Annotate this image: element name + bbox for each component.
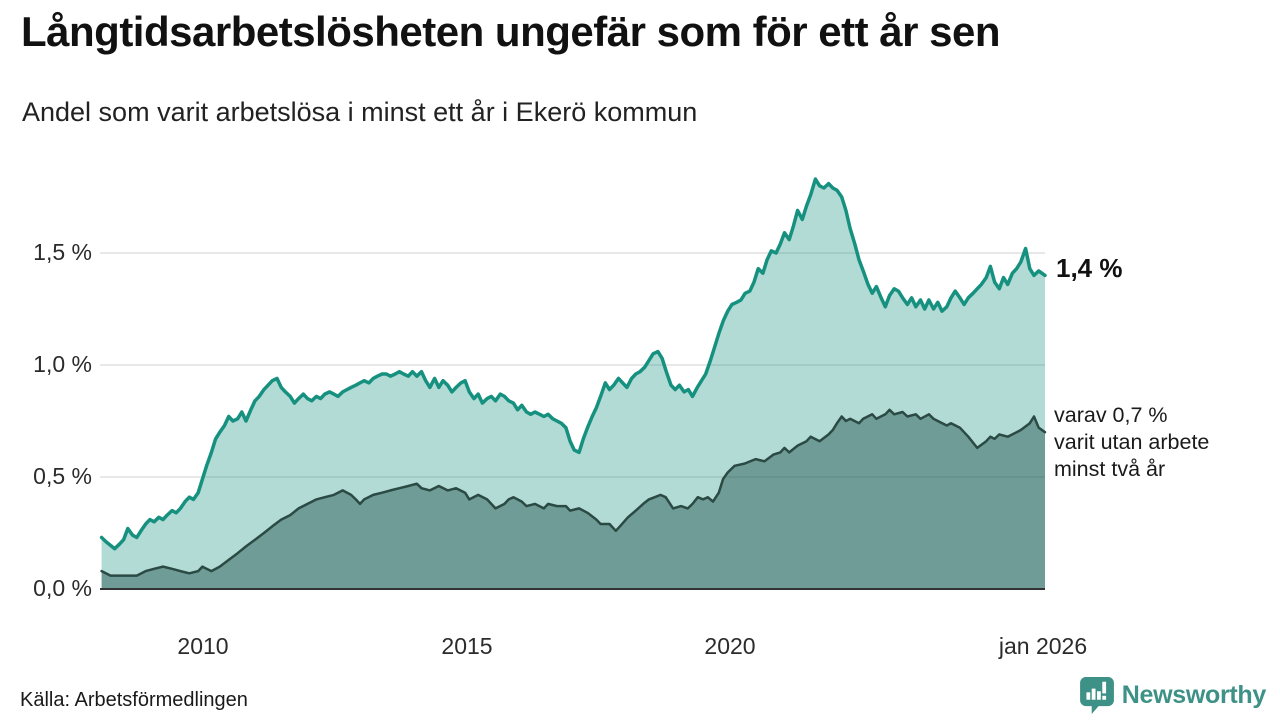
y-tick-0-5: 0,5 %: [33, 463, 92, 489]
y-tick-1-5: 1,5 %: [33, 239, 92, 265]
y-tick-1-0: 1,0 %: [33, 351, 92, 377]
x-tick-2020: 2020: [704, 633, 756, 659]
area-two-years: [101, 409, 1046, 589]
y-tick-0-0: 0,0 %: [33, 575, 92, 601]
two-years-label-line1: varav 0,7 %: [1054, 403, 1168, 427]
source-attribution: Källa: Arbetsförmedlingen: [20, 689, 248, 711]
newsworthy-logo-link[interactable]: Newsworthy: [1079, 677, 1267, 714]
area-one-year: [101, 179, 1046, 589]
x-tick-2015: 2015: [441, 633, 493, 659]
line-two-years: [100, 408, 1047, 577]
two-years-label-line3: minst två år: [1054, 457, 1166, 481]
page-title: Långtidsarbetslösheten ungefär som för e…: [21, 8, 1001, 55]
latest-value-label-two-years: varav 0,7 % varit utan arbete minst två …: [1054, 402, 1209, 483]
latest-value-label-one-year: 1,4 %: [1056, 253, 1123, 283]
newsworthy-wordmark: Newsworthy: [1121, 681, 1267, 709]
x-tick-jan-2026: jan 2026: [998, 633, 1088, 659]
newsworthy-bubble-chart-icon: [1079, 677, 1114, 714]
line-one-year: [99, 177, 1047, 551]
two-years-label-line2: varit utan arbete: [1054, 430, 1210, 454]
chart-subtitle: Andel som varit arbetslösa i minst ett å…: [22, 97, 698, 127]
x-tick-2010: 2010: [177, 633, 229, 659]
